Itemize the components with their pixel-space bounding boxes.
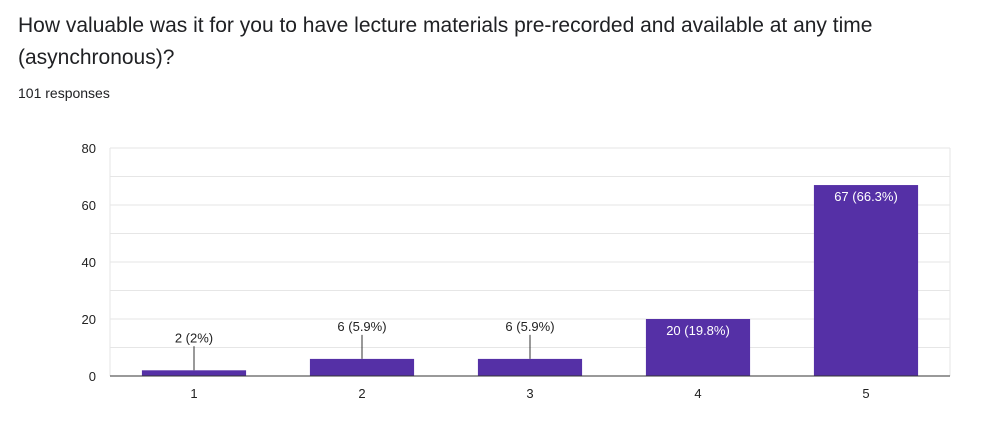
bar-2 xyxy=(309,358,415,376)
y-tick-label: 0 xyxy=(89,369,96,384)
data-label: 6 (5.9%) xyxy=(505,319,554,334)
x-axis-ticks: 1 2 3 4 5 xyxy=(190,386,869,401)
bar-4 xyxy=(645,319,751,376)
response-count: 101 responses xyxy=(18,85,110,101)
bar-3 xyxy=(477,358,583,376)
data-label: 67 (66.3%) xyxy=(834,189,898,204)
y-tick-label: 20 xyxy=(82,312,96,327)
x-tick-label: 5 xyxy=(862,386,869,401)
y-tick-label: 80 xyxy=(82,141,96,156)
y-tick-label: 60 xyxy=(82,198,96,213)
data-labels: 2 (2%) 6 (5.9%) 6 (5.9%) 20 (19.8%) 67 (66.3… xyxy=(175,189,898,371)
y-tick-label: 40 xyxy=(82,255,96,270)
bar-1 xyxy=(141,370,247,376)
x-tick-label: 2 xyxy=(358,386,365,401)
bar-5 xyxy=(813,185,919,376)
y-axis-ticks: 0 20 40 60 80 xyxy=(82,141,96,384)
bars xyxy=(141,185,919,376)
data-label: 2 (2%) xyxy=(175,330,213,345)
data-label: 6 (5.9%) xyxy=(337,319,386,334)
x-tick-label: 4 xyxy=(694,386,701,401)
x-tick-label: 3 xyxy=(526,386,533,401)
x-tick-label: 1 xyxy=(190,386,197,401)
question-title: How valuable was it for you to have lect… xyxy=(18,14,873,69)
data-label: 20 (19.8%) xyxy=(666,323,730,338)
